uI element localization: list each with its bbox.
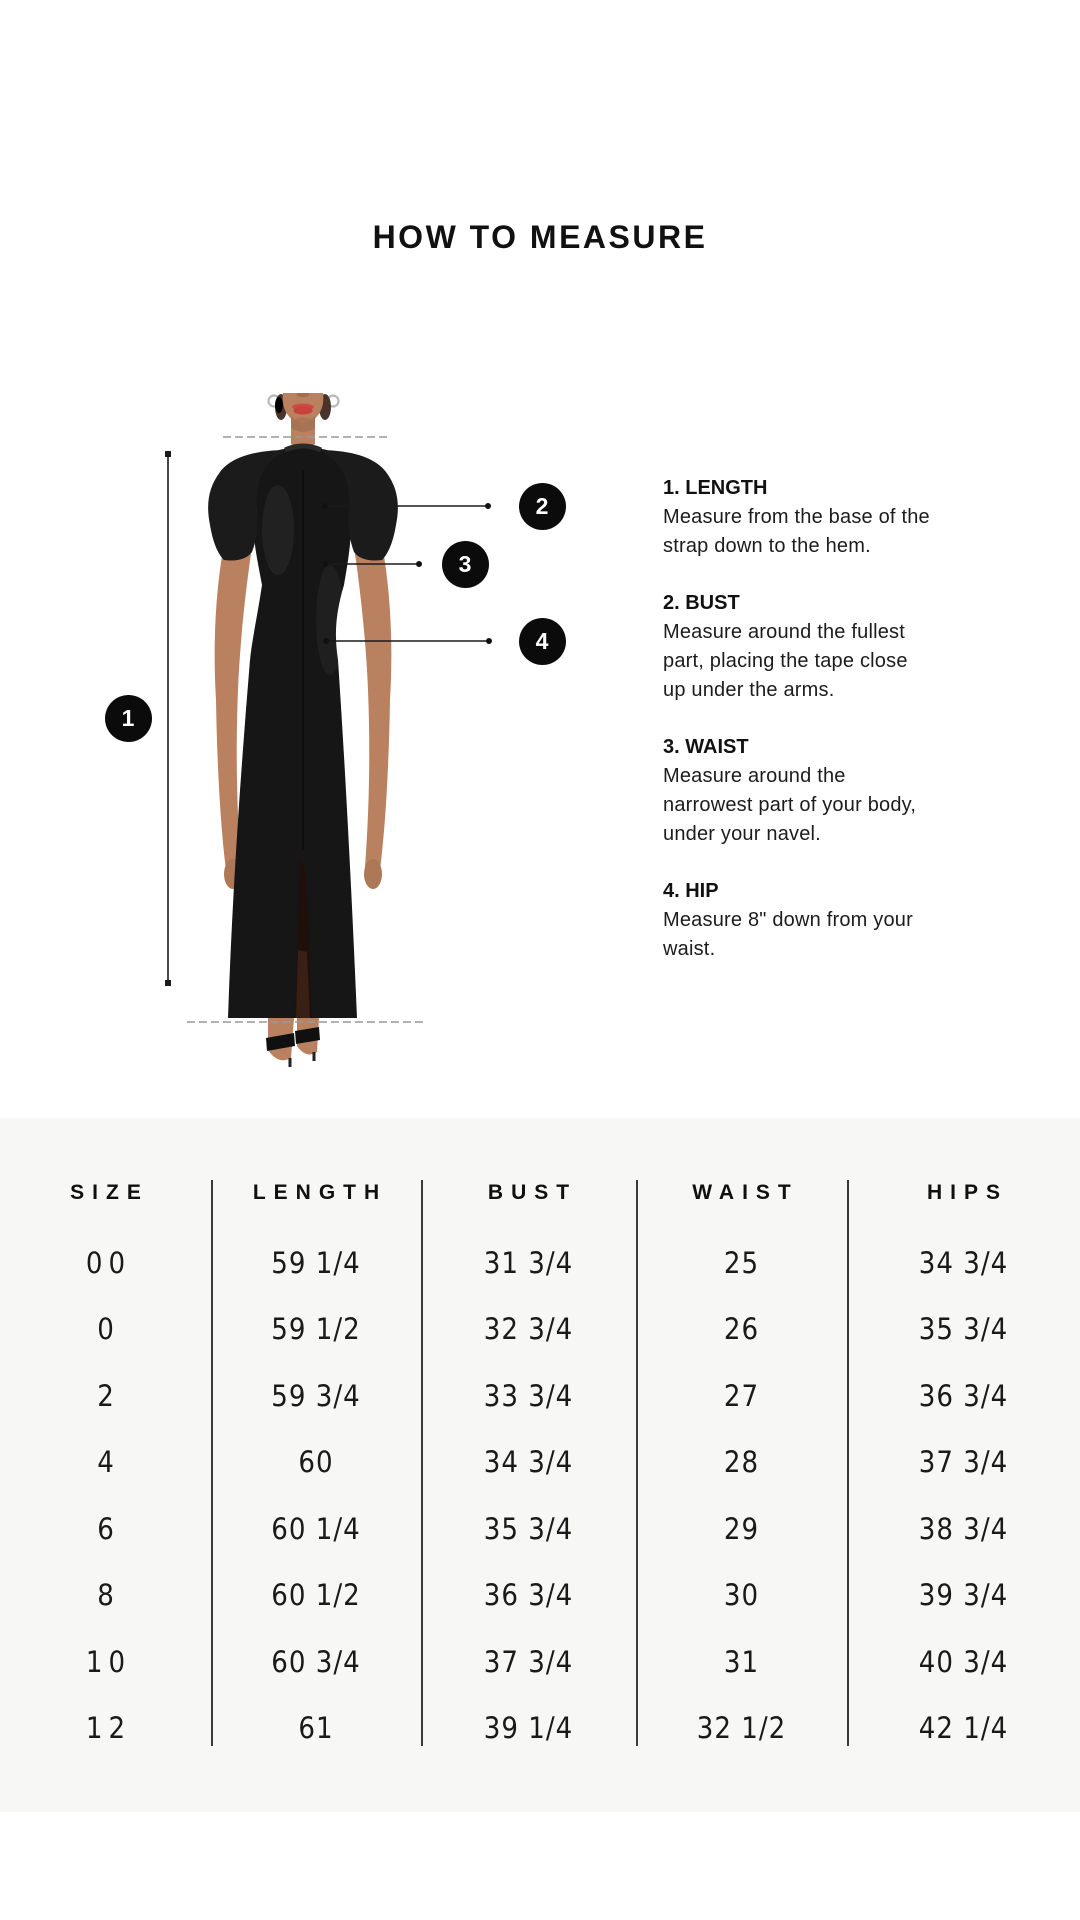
table-cell: 39 3/4 — [918, 1578, 1009, 1613]
table-cell: 60 1/4 — [271, 1511, 361, 1546]
column-header-size: SIZE — [70, 1181, 149, 1204]
table-cell: 31 3/4 — [483, 1245, 574, 1280]
table-cell: 35 3/4 — [918, 1312, 1009, 1347]
instruction-body: Measure from the base of the strap down … — [663, 506, 930, 557]
column-divider — [847, 1180, 849, 1746]
table-cell: 60 — [298, 1445, 334, 1480]
table-cell: 27 — [723, 1378, 760, 1413]
table-cell: 38 3/4 — [918, 1511, 1009, 1546]
hip-measure-line — [323, 638, 492, 644]
model-photo — [165, 393, 492, 1067]
instruction-heading: 2. BUST — [663, 592, 740, 614]
table-cell: 6 — [97, 1511, 120, 1546]
marker-4-hip: 4 — [518, 617, 566, 665]
table-cell: 33 3/4 — [483, 1378, 574, 1413]
feet — [266, 1018, 320, 1067]
table-cell: 31 — [723, 1644, 760, 1679]
table-cell: 36 3/4 — [483, 1578, 574, 1613]
table-cell: 4 — [97, 1445, 120, 1480]
column-header-bust: BUST — [487, 1181, 578, 1204]
bust-measure-line — [322, 503, 491, 509]
table-cell: 8 — [97, 1578, 120, 1613]
table-cell: 2 — [97, 1378, 120, 1413]
instruction-bust: 2. BUST Measure around the fullest part,… — [663, 589, 1013, 705]
instruction-heading: 3. WAIST — [663, 736, 749, 758]
instruction-body: Measure 8" down from your waist. — [663, 909, 913, 960]
table-cell: 59 3/4 — [271, 1378, 361, 1413]
table-cell: 29 — [723, 1511, 760, 1546]
lips — [292, 403, 314, 415]
measure-instructions: 1. LENGTH Measure from the base of the s… — [663, 474, 1013, 992]
table-cell: 60 3/4 — [271, 1644, 361, 1679]
table-cell: 32 3/4 — [483, 1312, 574, 1347]
column-divider — [421, 1180, 423, 1746]
table-cell: 00 — [85, 1245, 132, 1280]
table-cell: 39 1/4 — [483, 1711, 574, 1746]
column-divider — [636, 1180, 638, 1746]
size-chart-table: SIZE LENGTH BUST WAIST HIPS 00 59 1/4 31… — [0, 1163, 1080, 1762]
table-cell: 60 1/2 — [271, 1578, 361, 1613]
table-cell: 34 3/4 — [918, 1245, 1009, 1280]
instruction-hip: 4. HIP Measure 8" down from your waist. — [663, 877, 1013, 964]
table-cell: 37 3/4 — [483, 1644, 574, 1679]
table-cell: 40 3/4 — [918, 1644, 1009, 1679]
table-cell: 10 — [85, 1644, 132, 1679]
size-chart-section — [0, 1118, 1080, 1812]
table-cell: 35 3/4 — [483, 1511, 574, 1546]
marker-3-waist: 3 — [441, 540, 489, 588]
table-cell: 28 — [723, 1445, 760, 1480]
table-cell: 30 — [723, 1578, 760, 1613]
table-cell: 36 3/4 — [918, 1378, 1009, 1413]
table-cell: 59 1/2 — [271, 1312, 361, 1347]
dress — [208, 443, 398, 1018]
table-cell: 12 — [85, 1711, 132, 1746]
table-cell: 42 1/4 — [918, 1711, 1009, 1746]
table-cell: 59 1/4 — [271, 1245, 361, 1280]
instruction-length: 1. LENGTH Measure from the base of the s… — [663, 474, 1013, 561]
instruction-body: Measure around the narrowest part of you… — [663, 765, 917, 845]
instruction-heading: 1. LENGTH — [663, 477, 768, 499]
table-cell: 61 — [298, 1711, 334, 1746]
column-header-length: LENGTH — [252, 1181, 388, 1204]
marker-2-bust: 2 — [518, 482, 566, 530]
table-cell: 32 1/2 — [696, 1711, 787, 1746]
model-figure — [208, 393, 398, 1067]
table-cell: 34 3/4 — [483, 1445, 574, 1480]
column-header-waist: WAIST — [692, 1181, 799, 1204]
page-title: HOW TO MEASURE — [372, 219, 708, 255]
marker-1-length: 1 — [104, 694, 152, 742]
waist-measure-line — [322, 561, 422, 567]
length-measure-line — [165, 451, 171, 986]
column-header-hips: HIPS — [926, 1181, 1008, 1204]
table-cell: 26 — [723, 1312, 760, 1347]
table-cell: 0 — [97, 1312, 120, 1347]
instruction-waist: 3. WAIST Measure around the narrowest pa… — [663, 733, 1013, 849]
table-cell: 37 3/4 — [918, 1445, 1009, 1480]
instruction-heading: 4. HIP — [663, 880, 719, 902]
table-cell: 25 — [723, 1245, 760, 1280]
instruction-body: Measure around the fullest part, placing… — [663, 621, 908, 701]
column-divider — [211, 1180, 213, 1746]
